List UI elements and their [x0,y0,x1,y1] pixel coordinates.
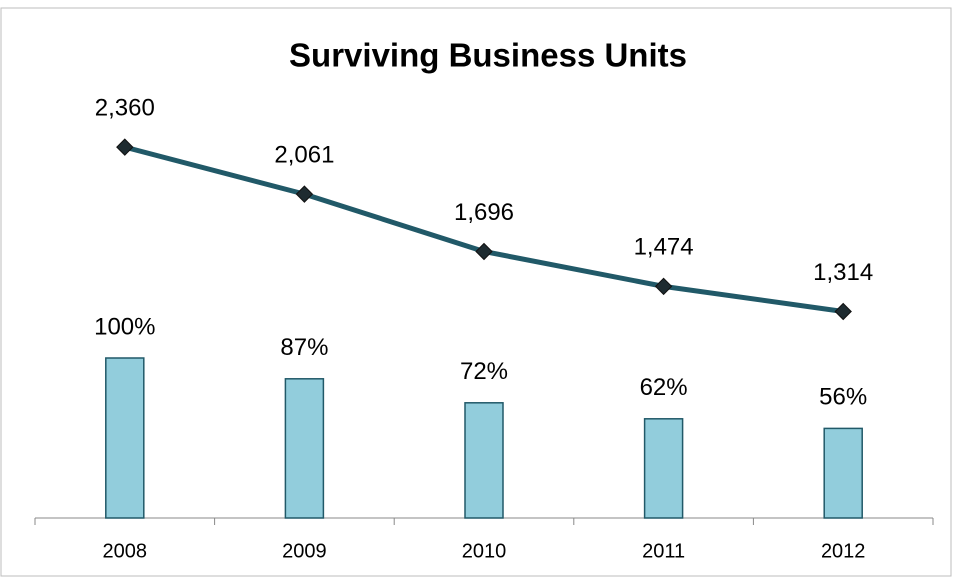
data-label: 100% [94,313,155,340]
line-marker [654,277,673,296]
data-label: 62% [640,374,688,401]
bar [823,427,863,519]
x-tick-label: 2011 [642,540,685,562]
x-tick-label: 2008 [103,540,148,562]
data-label: 72% [460,358,508,385]
chart-title: Surviving Business Units [289,37,687,74]
line-marker [295,185,314,203]
x-tick-label: 2012 [821,540,866,562]
bar [284,378,325,519]
data-label: 1,314 [813,259,873,286]
data-label: 1,474 [634,234,694,261]
line-marker [475,242,493,261]
bar [105,357,145,519]
bar [464,402,504,519]
x-tick-label: 2010 [462,540,507,562]
data-label: 87% [280,334,328,361]
data-label: 2,360 [95,94,155,121]
data-label: 56% [819,384,867,411]
line-marker [834,302,852,321]
x-tick-label: 2009 [282,540,327,562]
bar [643,418,684,519]
data-label: 2,061 [274,141,334,168]
data-label: 1,696 [454,199,514,226]
line-marker [116,138,134,156]
